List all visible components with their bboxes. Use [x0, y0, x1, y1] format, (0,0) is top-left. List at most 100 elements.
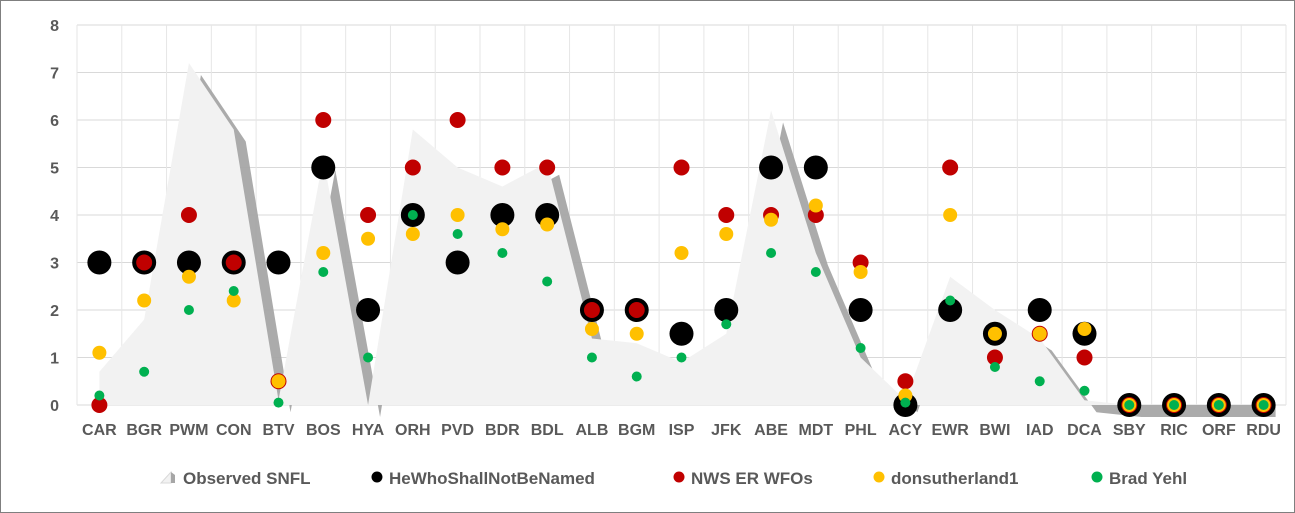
point-brad-yehl [855, 343, 866, 353]
point-brad-yehl [542, 276, 553, 287]
point-brad-yehl [989, 362, 1000, 372]
point-hewhoshallnotbenamed [714, 298, 739, 322]
x-tick-label: BGM [618, 422, 655, 439]
point-brad-yehl [1124, 400, 1135, 410]
point-donsutherland1 [1077, 322, 1092, 336]
legend-item: NWS ER WFOs [673, 459, 813, 499]
legend-item: donsutherland1 [873, 459, 1019, 499]
x-axis-ticks: CAR BGR PWM CON BTV BOS HYA ORH PVD BDR BDL ALB BGM I… [82, 422, 1281, 439]
point-brad-yehl [1213, 400, 1224, 410]
y-tick-label: 2 [50, 303, 59, 320]
point-donsutherland1 [361, 231, 376, 246]
point-donsutherland1 [764, 212, 779, 227]
point-donsutherland1 [987, 326, 1002, 341]
point-hewhoshallnotbenamed [1027, 298, 1052, 322]
point-brad-yehl [1258, 400, 1269, 410]
y-tick-label: 4 [50, 208, 59, 225]
y-tick-label: 6 [50, 113, 59, 130]
point-hewhoshallnotbenamed [669, 321, 694, 346]
point-donsutherland1 [405, 227, 420, 241]
point-donsutherland1 [808, 198, 823, 213]
point-donsutherland1 [92, 345, 107, 360]
observed-area [99, 63, 1276, 417]
point-hewhoshallnotbenamed [311, 155, 336, 180]
legend-item: HeWhoShallNotBeNamed [371, 459, 595, 499]
x-tick-label: BOS [306, 422, 341, 439]
point-hewhoshallnotbenamed [759, 155, 784, 180]
point-brad-yehl [139, 366, 150, 377]
y-tick-label: 3 [50, 256, 59, 273]
point-donsutherland1 [226, 293, 241, 308]
x-tick-label: MDT [799, 422, 834, 439]
legend-dot-icon [1091, 470, 1103, 488]
point-donsutherland1 [943, 208, 958, 222]
point-donsutherland1 [316, 246, 331, 260]
point-donsutherland1 [674, 246, 689, 260]
point-donsutherland1 [137, 293, 152, 308]
point-donsutherland1 [853, 265, 868, 279]
point-nws-er-wfos [180, 207, 197, 223]
x-tick-label: ISP [669, 422, 695, 439]
point-nws-er-wfos [494, 159, 511, 176]
point-nws-er-wfos [404, 159, 421, 176]
point-nws-er-wfos [91, 397, 108, 413]
markers [87, 112, 1276, 417]
point-brad-yehl [721, 319, 732, 330]
point-brad-yehl [945, 295, 956, 306]
point-hewhoshallnotbenamed [87, 250, 112, 275]
point-nws-er-wfos [315, 112, 332, 128]
point-nws-er-wfos [1076, 349, 1093, 366]
point-nws-er-wfos [673, 159, 690, 176]
point-brad-yehl [273, 397, 284, 408]
x-tick-label: BWI [979, 422, 1010, 439]
x-tick-label: BDR [485, 422, 520, 439]
point-nws-er-wfos [897, 373, 914, 390]
legend-label: HeWhoShallNotBeNamed [389, 469, 595, 488]
x-tick-label: DCA [1067, 422, 1102, 439]
x-tick-label: ORF [1202, 422, 1236, 439]
point-donsutherland1 [495, 222, 510, 237]
legend-dot-icon [371, 470, 383, 488]
y-tick-label: 0 [50, 398, 59, 415]
legend-item: Observed SNFL [159, 459, 311, 499]
y-axis-ticks: 0 1 2 3 4 5 6 7 8 [50, 18, 59, 415]
x-tick-label: BDL [531, 422, 564, 439]
point-donsutherland1 [898, 388, 913, 403]
point-nws-er-wfos [539, 159, 556, 176]
point-donsutherland1 [1032, 326, 1047, 341]
point-brad-yehl [363, 352, 374, 363]
x-tick-label: PVD [441, 422, 474, 439]
x-tick-label: JFK [711, 422, 742, 439]
point-brad-yehl [1079, 385, 1090, 396]
point-brad-yehl [452, 229, 463, 239]
point-nws-er-wfos [136, 254, 153, 271]
legend-label: NWS ER WFOs [691, 469, 813, 488]
point-brad-yehl [228, 286, 239, 296]
y-tick-label: 1 [50, 351, 59, 368]
point-brad-yehl [631, 371, 642, 382]
point-hewhoshallnotbenamed [356, 298, 381, 322]
y-tick-label: 8 [50, 18, 59, 35]
point-donsutherland1 [271, 374, 286, 389]
point-donsutherland1 [719, 227, 734, 241]
point-brad-yehl [183, 305, 194, 315]
legend-item: Brad Yehl [1091, 459, 1187, 499]
point-donsutherland1 [181, 269, 196, 284]
x-tick-label: HYA [352, 422, 385, 439]
point-hewhoshallnotbenamed [938, 298, 963, 322]
x-tick-label: BGR [126, 422, 162, 439]
x-tick-label: PWM [169, 422, 208, 439]
y-tick-label: 7 [50, 66, 59, 83]
point-nws-er-wfos [986, 349, 1003, 366]
point-brad-yehl [318, 267, 329, 277]
x-tick-label: ABE [754, 422, 788, 439]
point-donsutherland1 [450, 208, 465, 222]
x-tick-label: ORH [395, 422, 431, 439]
point-donsutherland1 [629, 326, 644, 341]
point-brad-yehl [1169, 400, 1180, 410]
point-nws-er-wfos [360, 207, 377, 223]
x-tick-label: RIC [1160, 422, 1188, 439]
x-tick-label: EWR [932, 422, 970, 439]
